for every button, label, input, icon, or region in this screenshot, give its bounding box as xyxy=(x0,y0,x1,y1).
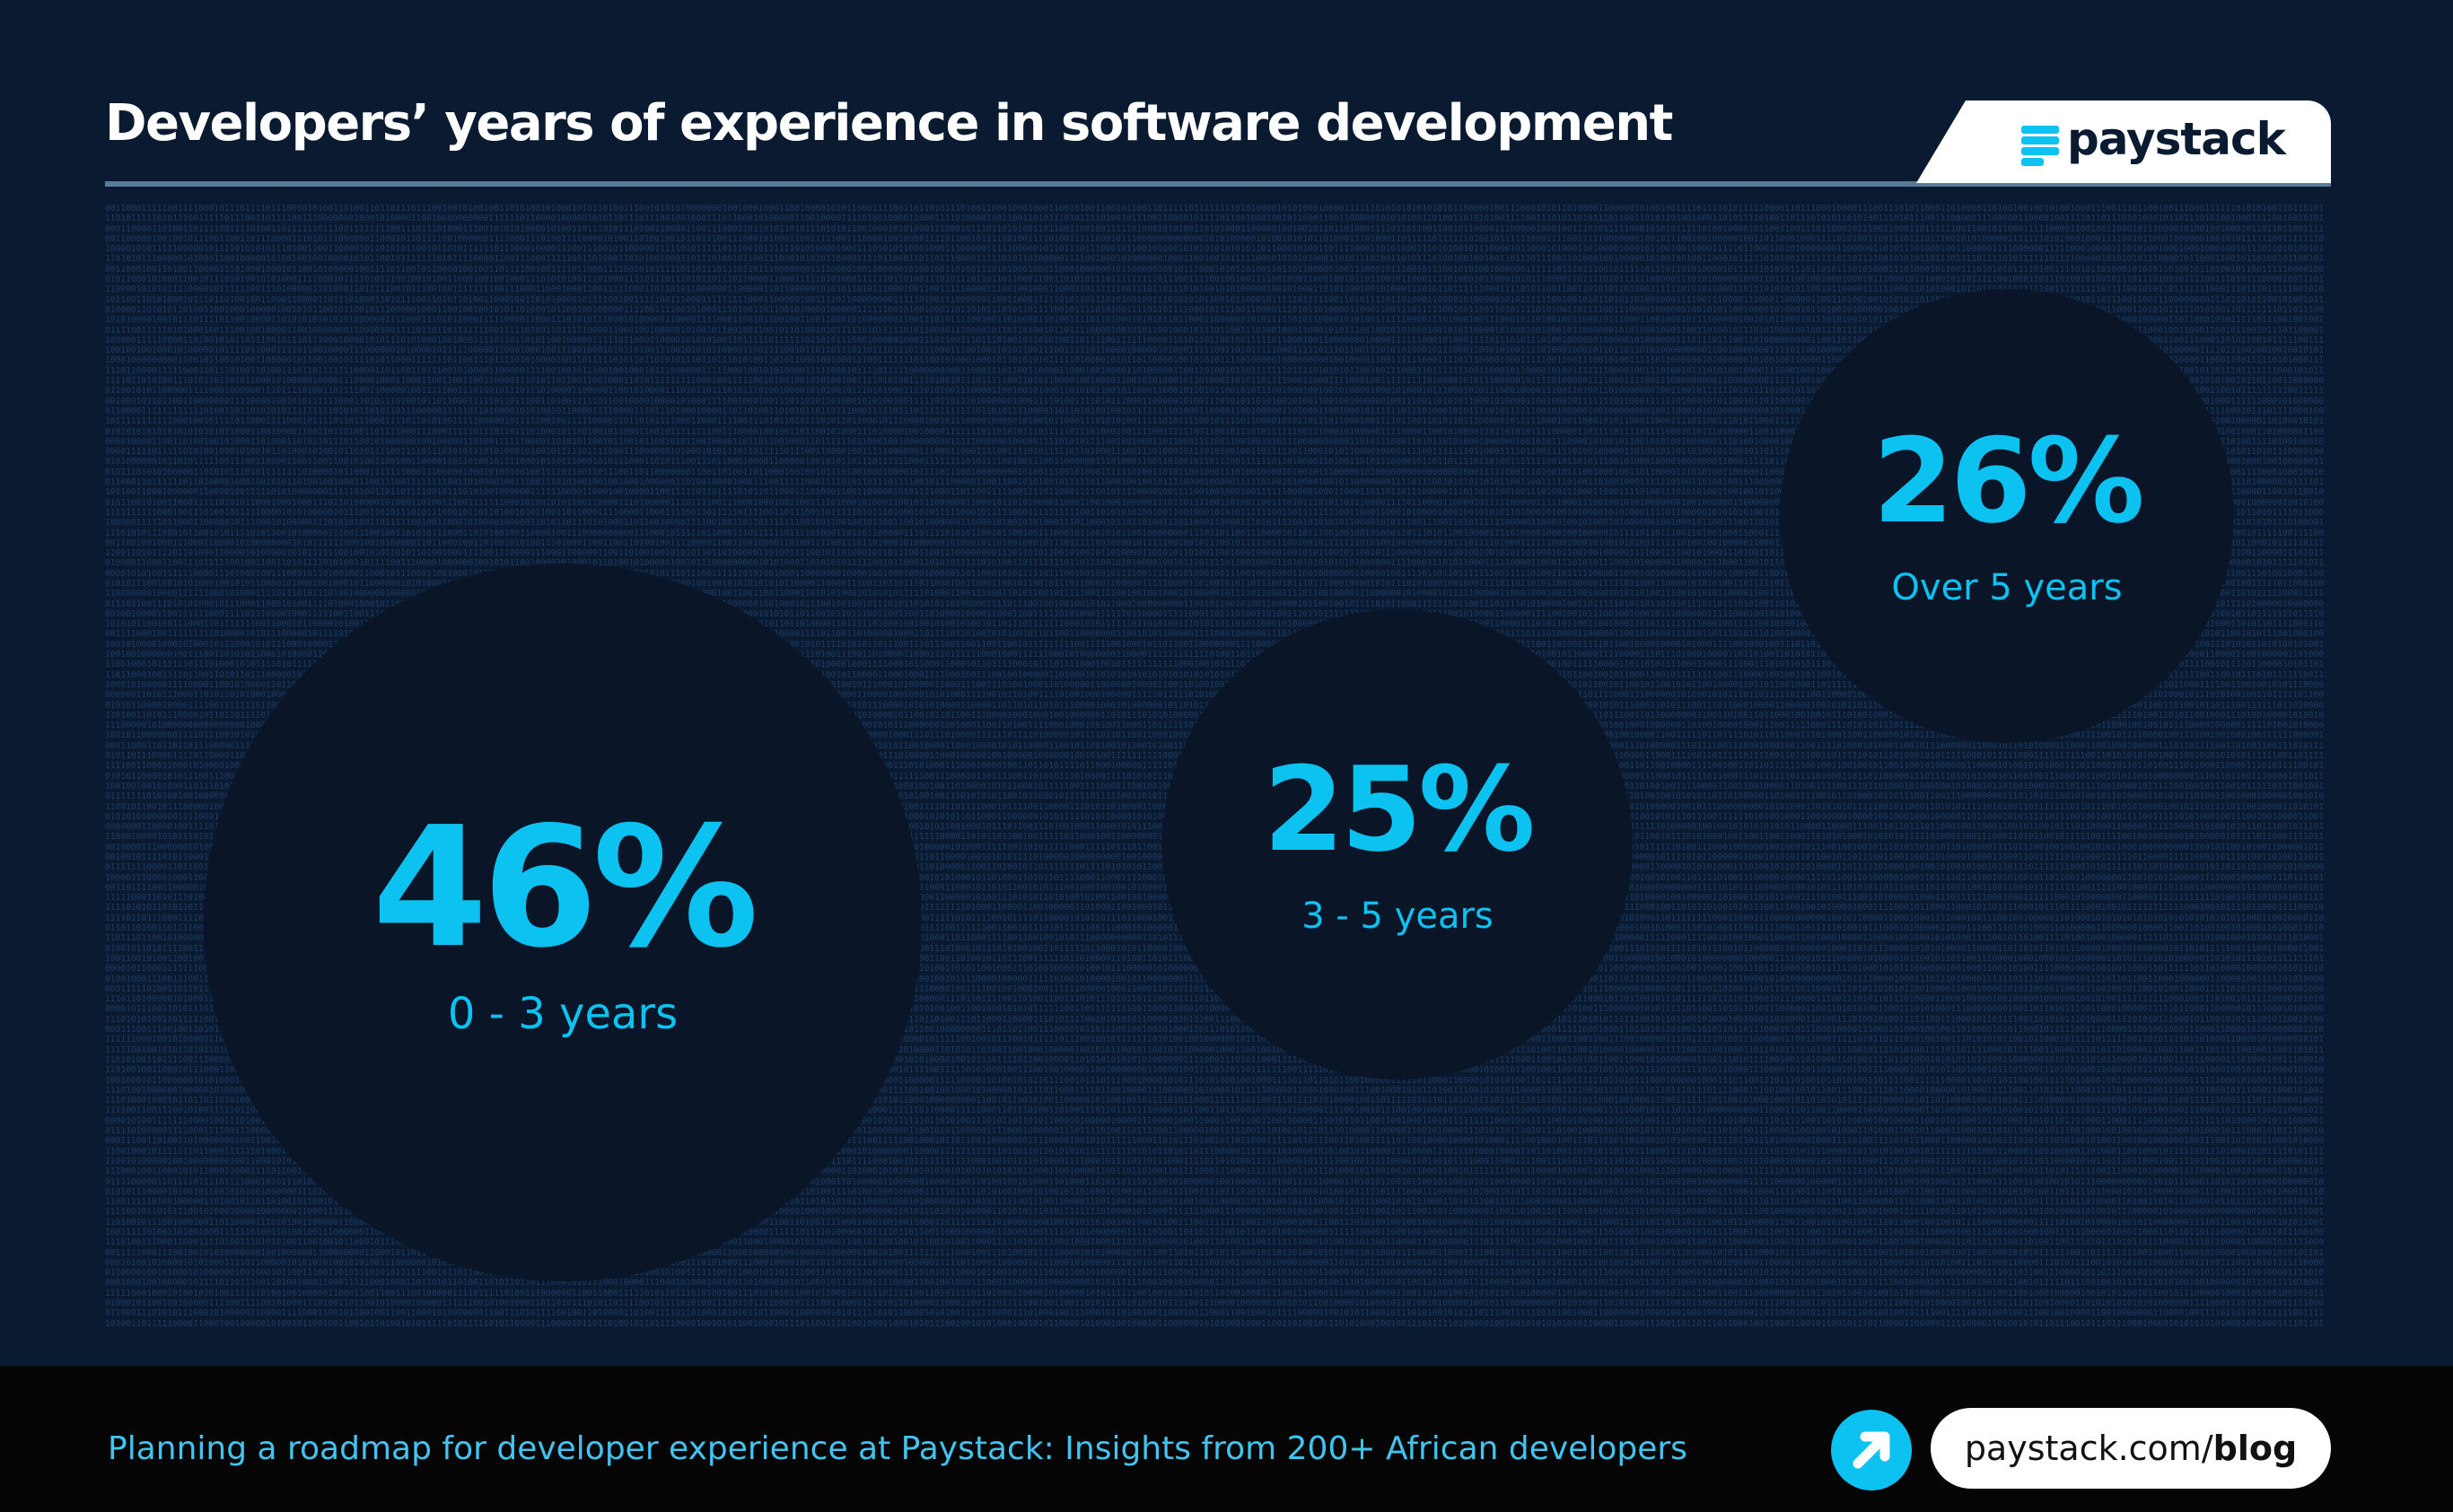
footer-caption: Planning a roadmap for developer experie… xyxy=(108,1430,1687,1467)
page-title: Developers’ years of experience in softw… xyxy=(105,94,1673,153)
footer: Planning a roadmap for developer experie… xyxy=(0,1366,2453,1512)
stat-label: 3 - 5 years xyxy=(1301,896,1494,937)
blog-link[interactable]: paystack.com/blog xyxy=(1931,1408,2331,1489)
stat-circle-0-3-years: 46% 0 - 3 years xyxy=(204,564,922,1281)
stat-value: 46% xyxy=(372,790,759,984)
stat-value: 26% xyxy=(1872,413,2144,549)
stat-label: 0 - 3 years xyxy=(447,988,679,1039)
stat-value: 25% xyxy=(1263,741,1535,878)
link-path: blog xyxy=(2212,1429,2298,1468)
stat-label: Over 5 years xyxy=(1891,567,2123,608)
stat-circle-3-5-years: 25% 3 - 5 years xyxy=(1162,609,1633,1079)
header-rule xyxy=(105,181,2331,187)
paystack-logo-icon xyxy=(2021,126,2059,169)
arrow-up-right-icon[interactable] xyxy=(1831,1410,1912,1490)
logo-text: paystack xyxy=(2067,113,2286,165)
stat-circle-over-5-years: 26% Over 5 years xyxy=(1780,289,2234,743)
paystack-logo: paystack xyxy=(1916,101,2331,183)
link-domain: paystack.com/ xyxy=(1964,1429,2213,1468)
